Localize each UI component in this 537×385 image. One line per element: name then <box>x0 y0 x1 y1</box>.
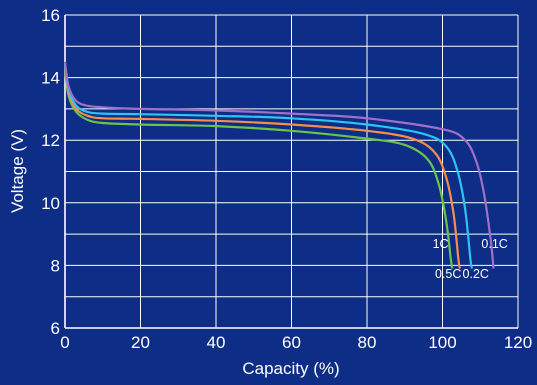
series-label-0-2c: 0.2C <box>463 267 489 281</box>
y-tick-label: 8 <box>51 256 60 275</box>
series-label-0-1c: 0.1C <box>481 237 507 251</box>
y-tick-label: 6 <box>51 319 60 338</box>
series-line-0-5c <box>63 68 461 269</box>
series-labels: 1C 0.5C 0.2C 0.1C <box>433 237 508 281</box>
y-axis-label: Voltage (V) <box>8 129 27 213</box>
x-tick-label: 120 <box>504 333 532 352</box>
x-tick-label: 100 <box>428 333 456 352</box>
tick-labels: 0 20 40 60 80 100 120 6 8 10 12 14 16 <box>41 6 532 352</box>
series-lines <box>63 61 495 269</box>
series-label-1c: 1C <box>433 237 449 251</box>
x-tick-label: 20 <box>131 333 150 352</box>
y-tick-label: 16 <box>41 6 60 25</box>
series-line-0-2c <box>63 64 473 269</box>
grid <box>64 14 519 329</box>
y-tick-label: 12 <box>41 131 60 150</box>
x-tick-label: 0 <box>60 333 69 352</box>
x-axis-label: Capacity (%) <box>242 359 339 378</box>
y-tick-label: 10 <box>41 194 60 213</box>
x-tick-label: 40 <box>207 333 226 352</box>
series-label-0-5c: 0.5C <box>435 267 461 281</box>
series-line-0-1c <box>63 61 495 269</box>
series-line-1c <box>63 71 454 269</box>
x-tick-label: 60 <box>282 333 301 352</box>
y-tick-label: 14 <box>41 69 60 88</box>
x-tick-label: 80 <box>358 333 377 352</box>
